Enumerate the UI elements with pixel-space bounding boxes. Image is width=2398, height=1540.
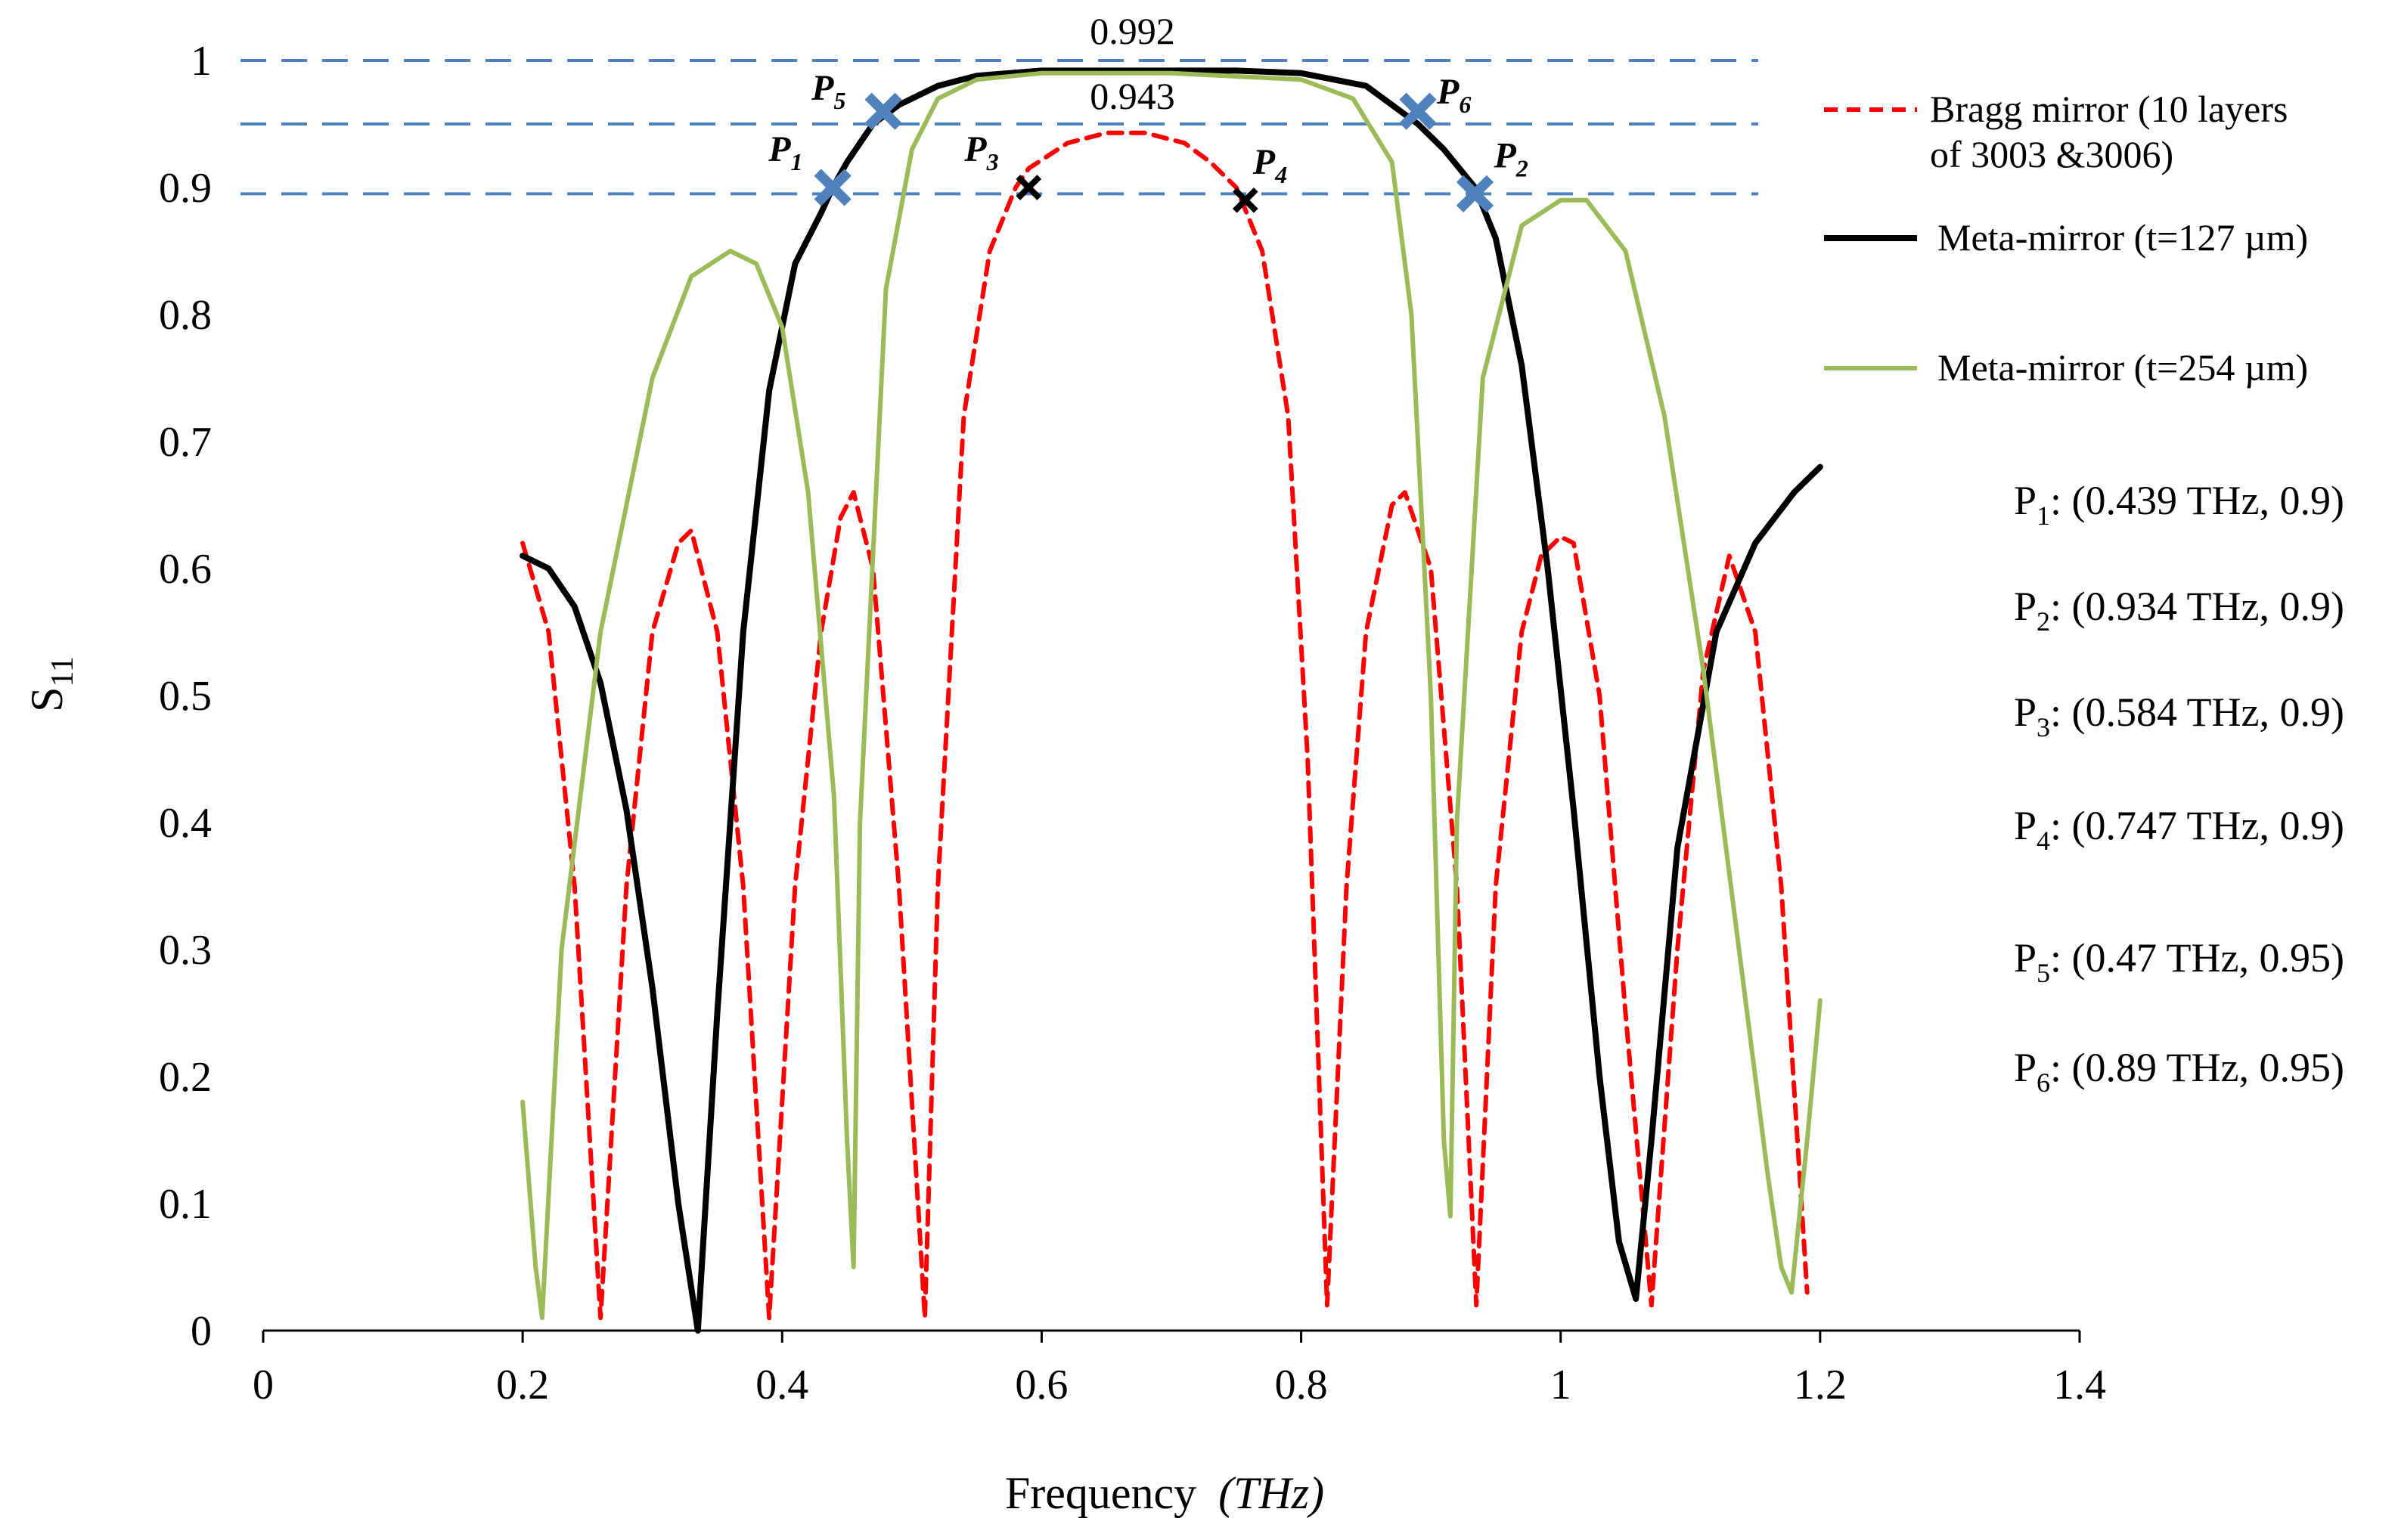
marker-label: P1 bbox=[768, 129, 802, 175]
x-tick-label: 0.4 bbox=[755, 1362, 808, 1408]
point-list-text: : (0.439 THz, 0.9) bbox=[2050, 478, 2344, 523]
point-list-sub: 5 bbox=[2037, 958, 2050, 988]
point-list-item-p5: P5: (0.47 THz, 0.95) bbox=[2014, 935, 2344, 988]
marker-label-letter: P bbox=[1493, 135, 1516, 175]
marker-label: P4 bbox=[1252, 142, 1287, 188]
x-tick-label: 0.6 bbox=[1015, 1362, 1068, 1408]
marker-label: P3 bbox=[963, 129, 998, 175]
point-list-item-p2: P2: (0.934 THz, 0.9) bbox=[2014, 584, 2344, 637]
x-tick-label: 0 bbox=[253, 1362, 274, 1408]
marker-label-sub: 6 bbox=[1459, 91, 1471, 118]
marker-label-sub: 3 bbox=[986, 148, 999, 175]
marker-label-sub: 4 bbox=[1274, 161, 1287, 188]
marker-label-letter: P bbox=[768, 129, 791, 169]
y-tick-label: 0.9 bbox=[159, 165, 212, 212]
point-list: P1: (0.439 THz, 0.9)P2: (0.934 THz, 0.9)… bbox=[2014, 478, 2344, 1098]
y-tick-label: 1 bbox=[191, 38, 212, 85]
point-list-item-p1: P1: (0.439 THz, 0.9) bbox=[2014, 478, 2344, 531]
value-annotation: 0.943 bbox=[1090, 75, 1175, 117]
y-tick-label: 0.3 bbox=[159, 927, 212, 974]
marker-p5: P5 bbox=[811, 68, 902, 130]
x-tick-label: 0.8 bbox=[1275, 1362, 1328, 1408]
x-tick-label: 1.4 bbox=[2053, 1362, 2106, 1408]
y-tick-label: 0 bbox=[191, 1308, 212, 1355]
y-axis-title-sub: 11 bbox=[45, 656, 80, 686]
point-list-sub: 2 bbox=[2037, 606, 2050, 637]
point-list-sub: 6 bbox=[2037, 1067, 2050, 1098]
marker-label-letter: P bbox=[1252, 142, 1276, 182]
legend-label-1: Bragg mirror (10 layers bbox=[1930, 88, 2288, 130]
marker-label-sub: 5 bbox=[833, 87, 845, 114]
marker-cross-stroke bbox=[864, 92, 902, 130]
point-list-text: : (0.934 THz, 0.9) bbox=[2050, 584, 2344, 629]
marker-label-letter: P bbox=[1436, 72, 1460, 112]
value-annotation: 0.992 bbox=[1090, 10, 1175, 52]
point-list-item-p4: P4: (0.747 THz, 0.9) bbox=[2014, 803, 2344, 856]
marker-label-sub: 1 bbox=[791, 148, 803, 175]
marker-cross-stroke bbox=[1232, 187, 1258, 213]
marker-label: P6 bbox=[1436, 72, 1471, 118]
y-tick-label: 0.1 bbox=[159, 1181, 212, 1228]
legend-label-2: Meta-mirror (t=127 µm) bbox=[1937, 216, 2308, 259]
x-axis-title-unit: THz bbox=[1233, 1468, 1309, 1518]
marker-p1: P1 bbox=[768, 129, 852, 206]
y-axis-title-label: S bbox=[22, 687, 72, 712]
point-list-sub: 4 bbox=[2037, 826, 2050, 856]
point-list-text: : (0.89 THz, 0.95) bbox=[2050, 1045, 2344, 1090]
reference-lines bbox=[240, 59, 1758, 196]
point-list-sub: 3 bbox=[2037, 712, 2050, 742]
legend-label-1-line2: of 3003 &3006) bbox=[1930, 133, 2173, 175]
y-ticks: 0 0.1 0.2 0.3 0.4 0.5 0.6 0.7 0.8 0.9 1 bbox=[159, 38, 212, 1355]
marker-label-letter: P bbox=[811, 68, 834, 108]
x-tick-label: 1.2 bbox=[1794, 1362, 1847, 1408]
x-ticks: 0 0.2 0.4 0.6 0.8 1 1.2 1.4 bbox=[253, 1331, 2106, 1408]
y-tick-label: 0.5 bbox=[159, 673, 212, 720]
point-list-text: : (0.47 THz, 0.95) bbox=[2050, 935, 2344, 981]
marker-label: P2 bbox=[1493, 135, 1528, 181]
legend-label-3: Meta-mirror (t=254 µm) bbox=[1937, 346, 2308, 389]
series-line-3 bbox=[520, 70, 1823, 1321]
x-axis-title: Frequency (THz) bbox=[1005, 1468, 1324, 1518]
series-line-1 bbox=[520, 130, 1810, 1321]
point-list-letter: P bbox=[2014, 1045, 2037, 1090]
point-list-sub: 1 bbox=[2037, 500, 2050, 531]
marker-cross-stroke bbox=[814, 169, 852, 206]
marker-label-sub: 2 bbox=[1515, 154, 1528, 181]
marker-cross-stroke bbox=[1456, 175, 1494, 212]
y-tick-label: 0.6 bbox=[159, 546, 212, 593]
y-axis-title: S11 bbox=[22, 656, 80, 712]
y-tick-label: 0.8 bbox=[159, 292, 212, 339]
marker-p6: P6 bbox=[1399, 72, 1471, 130]
x-axis-title-label: Frequency bbox=[1005, 1468, 1196, 1518]
point-list-letter: P bbox=[2014, 803, 2037, 848]
marker-cross-stroke bbox=[1016, 175, 1042, 200]
series-line-2 bbox=[520, 67, 1823, 1334]
y-tick-label: 0.7 bbox=[159, 419, 212, 466]
point-list-text: : (0.584 THz, 0.9) bbox=[2050, 689, 2344, 735]
y-tick-label: 0.2 bbox=[159, 1054, 212, 1101]
marker-p3: P3 bbox=[963, 129, 1042, 200]
marker-label: P5 bbox=[811, 68, 845, 114]
data-series bbox=[520, 67, 1823, 1334]
marker-p4: P4 bbox=[1232, 142, 1287, 213]
point-list-letter: P bbox=[2014, 935, 2037, 981]
x-tick-label: 1 bbox=[1550, 1362, 1571, 1408]
point-list-letter: P bbox=[2014, 584, 2037, 629]
marker-p2: P2 bbox=[1456, 135, 1528, 212]
point-list-item-p6: P6: (0.89 THz, 0.95) bbox=[2014, 1045, 2344, 1098]
x-tick-label: 0.2 bbox=[496, 1362, 549, 1408]
point-list-item-p3: P3: (0.584 THz, 0.9) bbox=[2014, 689, 2344, 742]
axes: 0 0.2 0.4 0.6 0.8 1 1.2 1.4 0 0.1 0.2 0.3 0.4 0.5 0.6… bbox=[22, 38, 2106, 1518]
y-tick-label: 0.4 bbox=[159, 800, 212, 847]
marker-cross-stroke bbox=[1399, 92, 1437, 130]
point-list-letter: P bbox=[2014, 478, 2037, 523]
point-list-letter: P bbox=[2014, 689, 2037, 735]
point-list-text: : (0.747 THz, 0.9) bbox=[2050, 803, 2344, 848]
value-annotations: 0.992 0.943 bbox=[1090, 10, 1175, 117]
marker-label-letter: P bbox=[963, 129, 987, 169]
